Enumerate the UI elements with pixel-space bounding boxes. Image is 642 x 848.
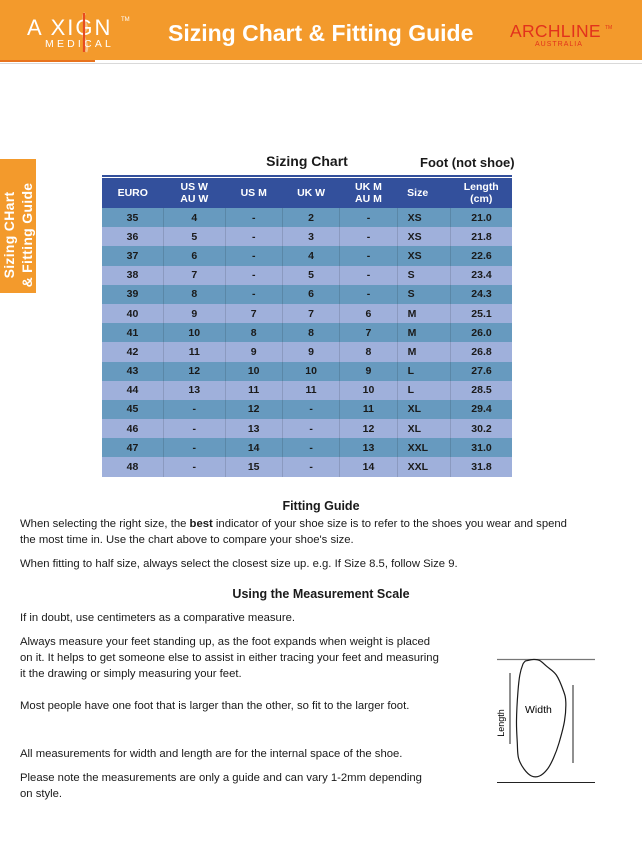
svg-text:TM: TM <box>605 25 612 31</box>
svg-text:Width: Width <box>525 704 552 716</box>
svg-text:ARCHLINE: ARCHLINE <box>510 21 601 41</box>
svg-text:A XIGN: A XIGN <box>27 15 112 40</box>
svg-text:Length: Length <box>496 709 506 737</box>
svg-text:AUSTRALIA: AUSTRALIA <box>535 41 583 48</box>
svg-text:TM: TM <box>121 17 130 23</box>
svg-text:MEDICAL: MEDICAL <box>45 38 114 50</box>
